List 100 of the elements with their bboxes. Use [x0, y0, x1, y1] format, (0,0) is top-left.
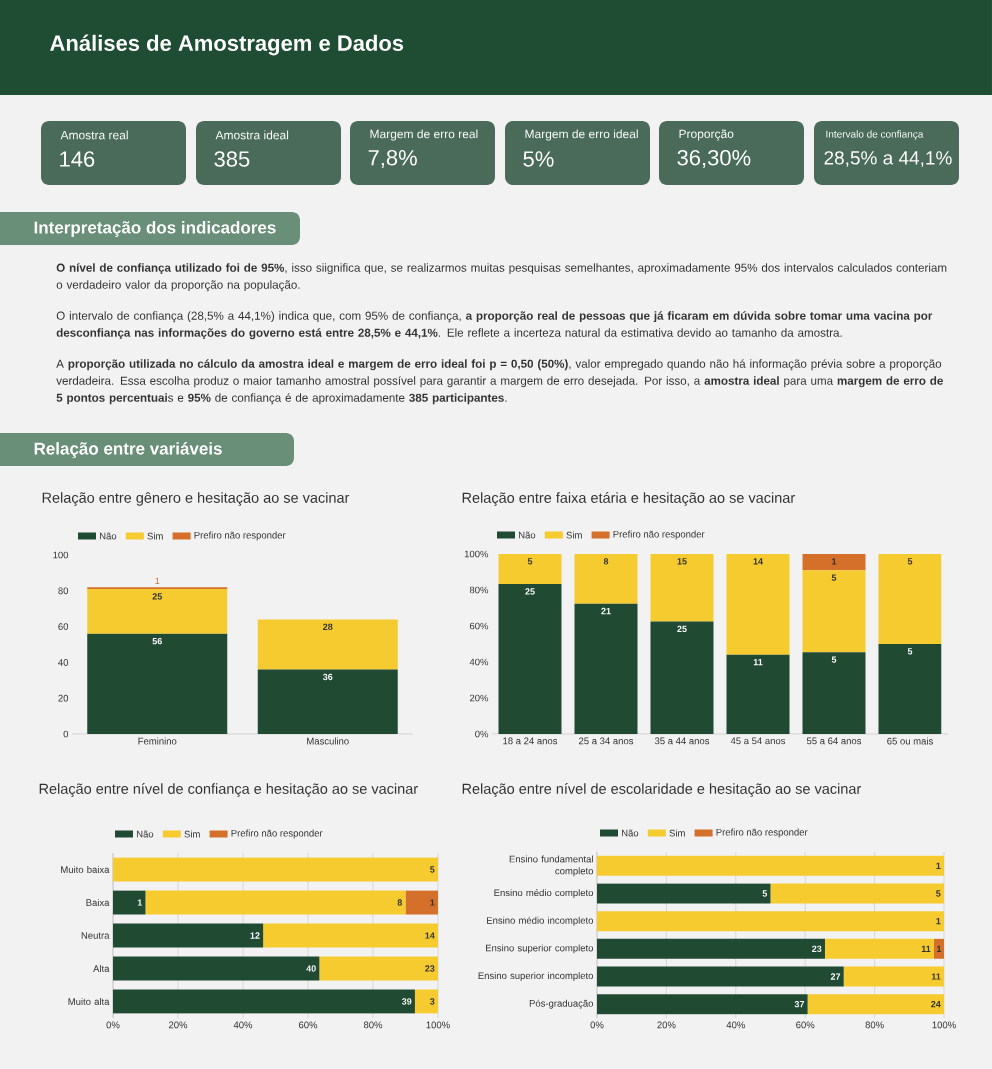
legend-label: Prefiro não responder	[231, 829, 323, 839]
bar	[113, 923, 264, 948]
x-tick-label: Feminino	[138, 737, 177, 745]
text: 28,5% a 44,1%	[824, 151, 952, 167]
text: Amostra ideal	[215, 130, 289, 140]
legend-label: Sim	[147, 532, 163, 540]
y-tick-label: 20%	[469, 694, 489, 702]
annotation: 1	[832, 558, 837, 565]
y-tick-label: Ensino fundamental completo	[509, 855, 594, 877]
bar	[807, 994, 944, 1015]
x-tick-label: 80%	[363, 1021, 383, 1029]
annotation: 8	[603, 558, 609, 565]
annotation: 15	[677, 558, 687, 565]
text: 7,8%	[368, 149, 417, 169]
y-tick-label: Neutra	[81, 932, 110, 939]
annotation: 5	[762, 890, 768, 897]
annotation: 24	[931, 1001, 941, 1008]
bar	[843, 966, 944, 987]
legend-label: Não	[136, 830, 154, 838]
annotation: 5	[907, 648, 913, 655]
bar	[414, 989, 438, 1014]
x-tick-label: 100%	[426, 1021, 450, 1029]
text: Análises de Amostragem e Dados	[50, 34, 404, 56]
y-tick-label: 60%	[469, 622, 489, 630]
annotation: 39	[401, 998, 412, 1005]
chart-title: Relação entre nível de escolaridade e hesitação ao se vacinar	[462, 783, 862, 797]
legend-label: Prefiro não responder	[194, 531, 286, 541]
bar	[597, 911, 944, 932]
annotation: 21	[601, 607, 611, 615]
annotation: 11	[921, 945, 931, 952]
text: A proporção utilizada no cálculo da amostra ideal e margem de erro ideal foi p = 0,50 (50%), valor empregado quando não há informação prévia sobre a proporção verdadeira. Essa escolha produz o maior tamanho amostral possível para garantir a margem de erro desejada. Por isso, a amostra ideal para uma margem de erro de 5 pontos percentuais e 95% de confiança é de aproximadamente 385 participantes.	[56, 359, 943, 405]
annotation: 1	[937, 945, 942, 952]
bar	[597, 994, 808, 1015]
annotation: 14	[425, 932, 435, 939]
x-tick-label: 20%	[168, 1021, 188, 1029]
data-label: 1	[155, 577, 160, 585]
x-tick-label: 20%	[657, 1021, 676, 1029]
annotation: 5	[831, 574, 837, 581]
x-tick-label: 35 a 44 anos	[654, 737, 710, 745]
x-tick-label: Masculino	[307, 737, 349, 745]
annotation: 12	[250, 932, 260, 939]
annotation: 5	[936, 890, 941, 897]
text: O intervalo de confiança (28,5% a 44,1%) indica que, com 95% de confiança, a proporção real de pessoas que já ficaram em dúvida sobre tomar uma vacina por desconfiança nas informações do governo está entre 28,5% e 44,1%. Ele reflete a incerteza natural da estimativa devido ao tamanho da amostra.	[56, 311, 933, 340]
annotation: 37	[794, 1000, 805, 1008]
bar	[597, 855, 944, 876]
text: Relação entre variáveis	[34, 442, 222, 458]
bar	[87, 633, 228, 734]
y-tick-label: 60	[58, 623, 69, 630]
legend-label: Sim	[669, 829, 685, 837]
legend-label: Não	[518, 531, 536, 539]
bar	[650, 554, 714, 622]
bar	[802, 570, 866, 653]
bar	[405, 890, 438, 915]
bar	[113, 989, 415, 1014]
annotation: 27	[830, 973, 841, 980]
text: Margem de erro ideal	[525, 129, 638, 141]
bar	[574, 603, 638, 734]
bar	[113, 857, 438, 882]
y-tick-label: 100%	[464, 550, 489, 558]
legend-label: Prefiro não responder	[613, 530, 705, 540]
bar	[770, 883, 944, 904]
bar	[878, 554, 942, 644]
bar	[878, 644, 942, 734]
annotation: 1	[137, 899, 143, 906]
y-tick-label: Baixa	[86, 899, 110, 906]
x-tick-label: 25 a 34 anos	[579, 737, 634, 745]
bar	[574, 554, 638, 604]
y-tick-label: 0%	[475, 730, 489, 738]
x-tick-label: 60%	[796, 1021, 815, 1029]
bar	[498, 554, 562, 585]
chart-title: Relação entre faixa etária e hesitação ao se vacinar	[462, 492, 795, 506]
y-tick-label: Pós-graduação	[529, 999, 594, 1009]
y-tick-label: Muito alta	[68, 998, 110, 1005]
bar	[650, 621, 714, 734]
annotation: 40	[306, 965, 316, 972]
annotation: 1	[430, 899, 435, 906]
bar	[257, 669, 398, 734]
x-tick-label: 40%	[726, 1021, 745, 1029]
bar	[726, 654, 790, 734]
y-tick-label: Ensino superior incompleto	[478, 972, 594, 981]
legend-label: Não	[621, 829, 639, 837]
text: Amostra real	[60, 130, 128, 140]
y-tick-label: Muito baixa	[61, 866, 110, 873]
y-tick-label: 20	[58, 694, 69, 702]
x-tick-label: 0%	[106, 1021, 120, 1029]
annotation: 11	[753, 658, 763, 666]
annotation: 11	[931, 973, 941, 980]
y-tick-label: 40%	[469, 658, 489, 666]
x-tick-label: 65 ou mais	[887, 737, 933, 745]
text: Proporção	[679, 129, 734, 141]
annotation: 3	[430, 998, 435, 1005]
annotation: 5	[430, 866, 435, 873]
annotation: 8	[397, 899, 403, 906]
y-tick-label: 100	[53, 551, 69, 559]
text: 5%	[523, 151, 554, 167]
text: Intervalo de confiança	[826, 130, 924, 140]
text: 36,30%	[677, 149, 751, 169]
data-label: 25	[152, 593, 162, 600]
x-tick-label: 0%	[590, 1021, 604, 1029]
y-tick-label: 0	[63, 730, 69, 738]
